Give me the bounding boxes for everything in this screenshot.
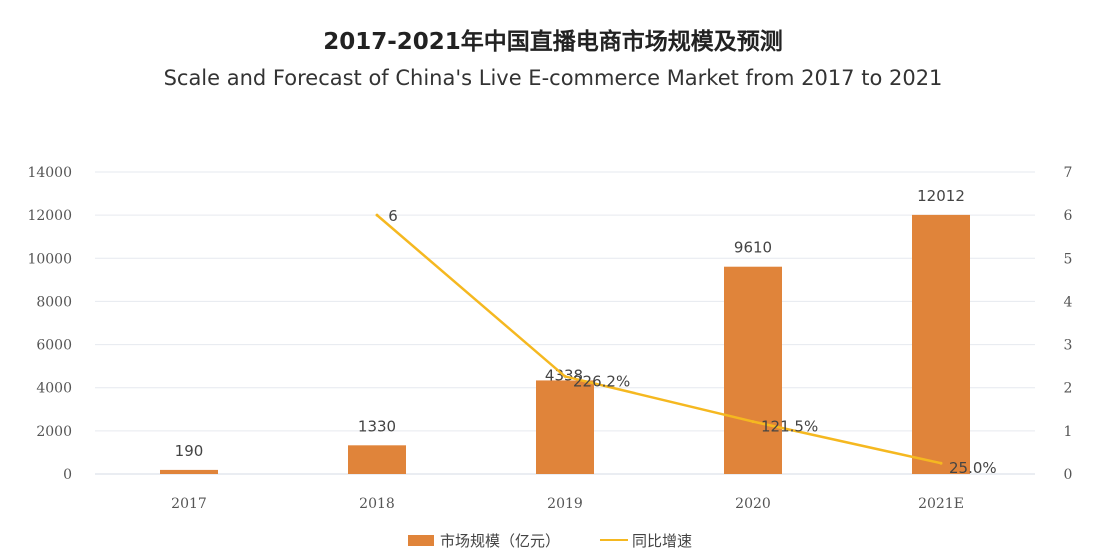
bar <box>348 445 406 474</box>
x-tick-label: 2021E <box>918 496 964 512</box>
y-right-tick-label: 5 <box>1064 251 1073 267</box>
bar-data-label: 190 <box>175 442 204 460</box>
growth-point <box>563 374 567 378</box>
x-tick-label: 2018 <box>359 496 395 512</box>
legend-bar-swatch <box>408 535 434 546</box>
bar <box>536 380 594 474</box>
y-right-tick-label: 4 <box>1064 294 1073 310</box>
x-tick-label: 2020 <box>735 496 771 512</box>
legend-bar-label: 市场规模（亿元） <box>440 532 560 550</box>
y-left-tick-label: 12000 <box>27 208 72 224</box>
y-left-tick-label: 10000 <box>27 251 72 267</box>
bar-data-label: 1330 <box>358 417 396 435</box>
line-data-label: 121.5% <box>761 418 818 436</box>
bar <box>724 266 782 474</box>
chart-title: 2017-2021年中国直播电商市场规模及预测 <box>323 29 783 55</box>
bar-data-label: 12012 <box>917 187 965 205</box>
line-data-label: 6 <box>388 207 398 225</box>
y-right-tick-label: 6 <box>1064 208 1073 224</box>
legend-line-label: 同比增速 <box>632 532 692 550</box>
y-left-tick-label: 0 <box>63 467 72 483</box>
y-left-tick-label: 6000 <box>36 338 72 354</box>
y-right-tick-label: 2 <box>1064 381 1073 397</box>
x-tick-label: 2019 <box>547 496 583 512</box>
y-right-tick-label: 1 <box>1064 424 1073 440</box>
bar-data-label: 9610 <box>734 239 772 257</box>
bar <box>912 214 970 474</box>
y-left-tick-label: 2000 <box>36 424 72 440</box>
y-right-tick-label: 7 <box>1064 165 1073 181</box>
growth-line <box>376 214 942 465</box>
x-tick-label: 2017 <box>171 496 207 512</box>
growth-point <box>939 461 943 465</box>
line-data-label: 226.2% <box>573 372 630 390</box>
line-data-label: 25.0% <box>949 459 997 477</box>
y-left-tick-label: 8000 <box>36 294 72 310</box>
y-left-tick-label: 4000 <box>36 381 72 397</box>
growth-point <box>751 420 755 424</box>
y-left-tick-label: 14000 <box>27 165 72 181</box>
bar <box>160 469 218 474</box>
y-right-tick-label: 3 <box>1064 338 1073 354</box>
y-right-tick-label: 0 <box>1064 467 1073 483</box>
chart-subtitle: Scale and Forecast of China's Live E-com… <box>163 66 943 90</box>
growth-point <box>375 213 379 217</box>
